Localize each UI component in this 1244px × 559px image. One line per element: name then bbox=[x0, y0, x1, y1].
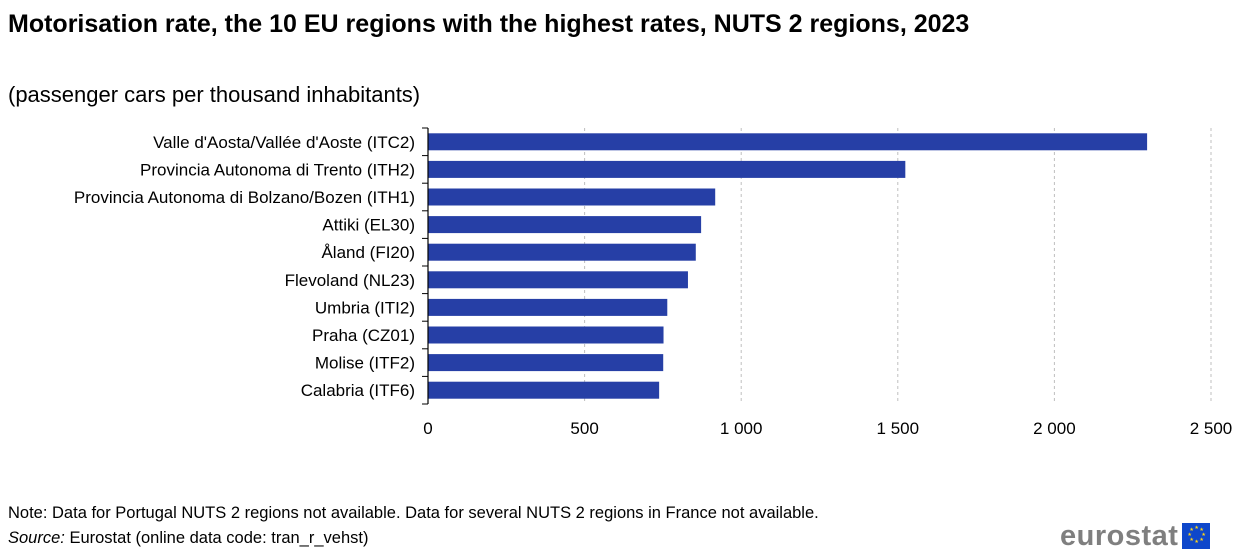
chart-subtitle: (passenger cars per thousand inhabitants… bbox=[8, 82, 421, 107]
x-tick-label: 0 bbox=[423, 419, 432, 438]
category-label: Calabria (ITF6) bbox=[301, 381, 415, 400]
category-label: Praha (CZ01) bbox=[312, 326, 415, 345]
eurostat-logo: eurostat ★ ★ ★ ★ ★ ★ ★ ★ bbox=[1060, 520, 1211, 552]
source-label: Source: bbox=[8, 529, 65, 547]
x-tick-label: 2 000 bbox=[1033, 419, 1076, 438]
bar bbox=[428, 133, 1148, 151]
bar bbox=[428, 188, 716, 206]
bar bbox=[428, 216, 702, 234]
x-tick-label: 500 bbox=[570, 419, 598, 438]
category-label: Valle d'Aosta/Vallée d'Aoste (ITC2) bbox=[153, 133, 415, 152]
category-label: Åland (FI20) bbox=[321, 243, 415, 262]
chart-title: Motorisation rate, the 10 EU regions wit… bbox=[8, 10, 970, 38]
x-tick-label: 1 000 bbox=[720, 419, 763, 438]
bar bbox=[428, 326, 664, 344]
category-label: Flevoland (NL23) bbox=[285, 271, 415, 290]
category-label: Umbria (ITI2) bbox=[315, 298, 415, 317]
bar bbox=[428, 381, 660, 399]
category-label: Provincia Autonoma di Bolzano/Bozen (ITH… bbox=[74, 188, 415, 207]
chart-source: Source: Eurostat (online data code: tran… bbox=[8, 528, 368, 549]
category-label: Attiki (EL30) bbox=[322, 216, 415, 235]
bar bbox=[428, 243, 696, 261]
x-tick-label: 2 500 bbox=[1190, 419, 1233, 438]
x-tick-label: 1 500 bbox=[877, 419, 920, 438]
bar bbox=[428, 160, 906, 178]
source-text: Eurostat (online data code: tran_r_vehst… bbox=[64, 529, 369, 547]
bar bbox=[428, 298, 668, 316]
bar bbox=[428, 354, 664, 372]
category-label: Molise (ITF2) bbox=[315, 354, 415, 373]
logo-text: eurostat bbox=[1060, 520, 1179, 552]
chart-note: Note: Data for Portugal NUTS 2 regions n… bbox=[8, 504, 819, 522]
eu-flag-icon: ★ ★ ★ ★ ★ ★ ★ ★ bbox=[1182, 523, 1211, 549]
bar-chart: Valle d'Aosta/Vallée d'Aoste (ITC2) Provi… bbox=[74, 127, 1233, 438]
category-label: Provincia Autonoma di Trento (ITH2) bbox=[140, 160, 415, 179]
bar bbox=[428, 271, 688, 289]
